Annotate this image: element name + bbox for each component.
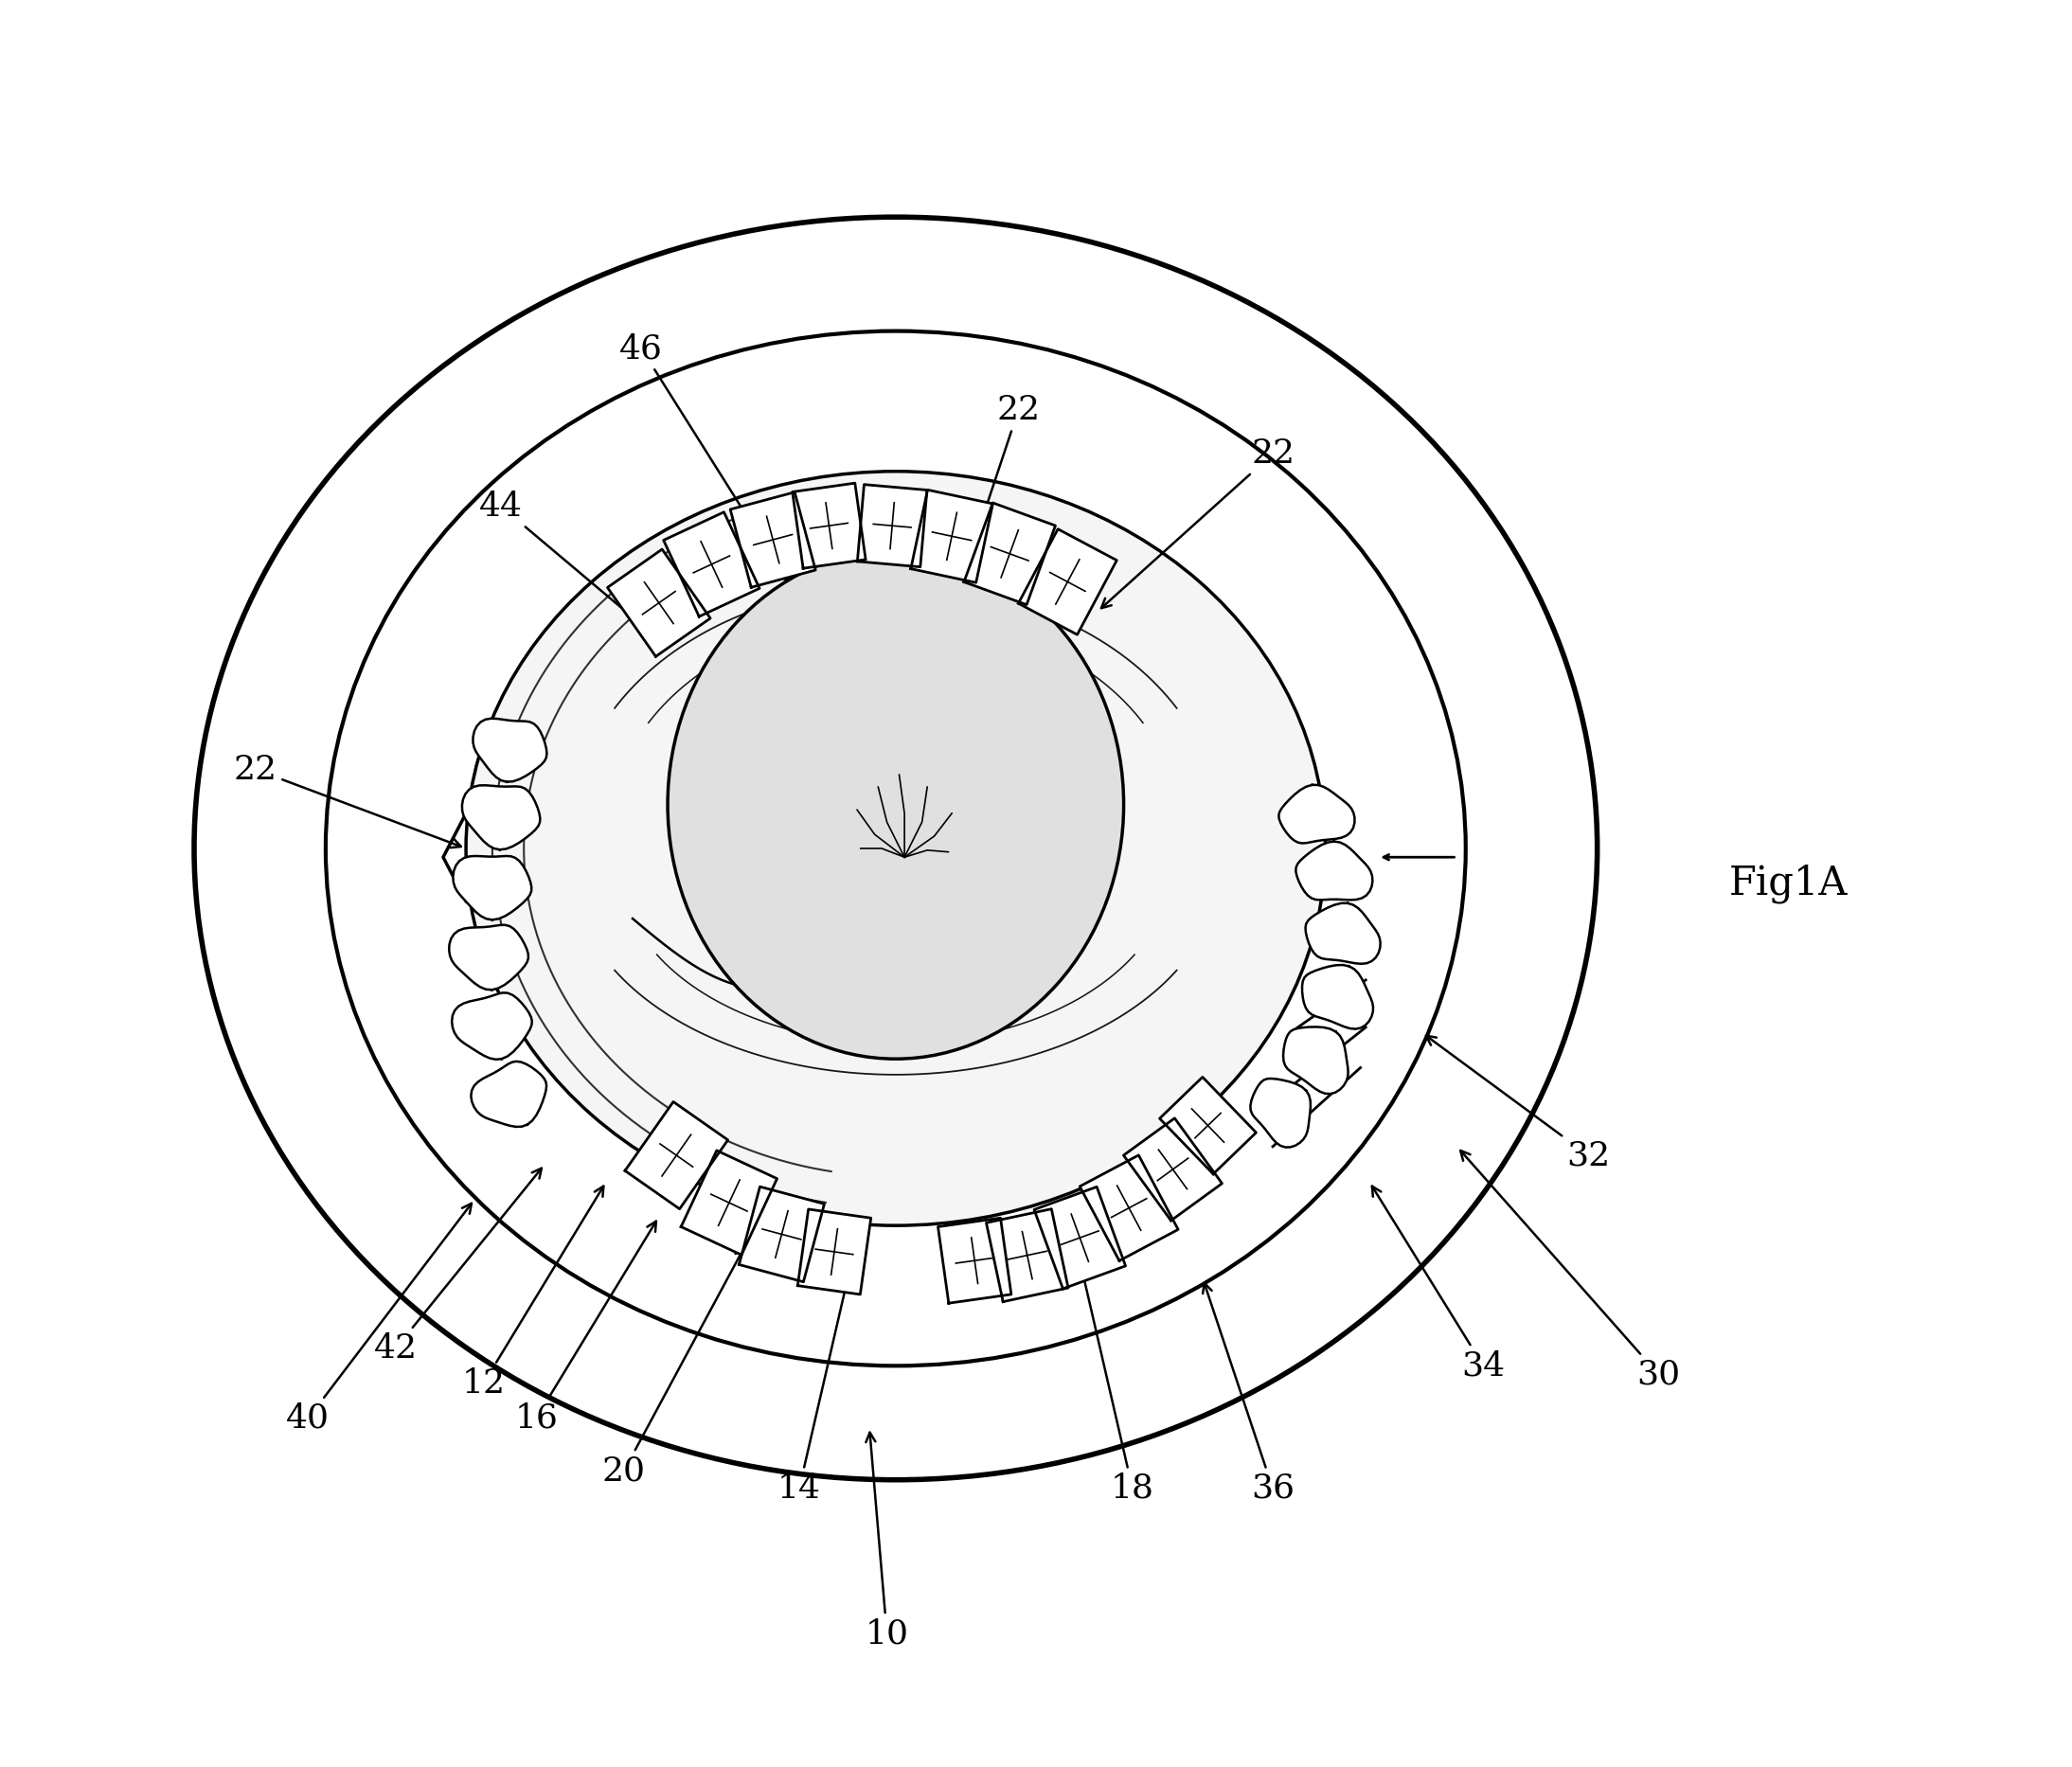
Polygon shape bbox=[682, 1150, 777, 1255]
Ellipse shape bbox=[667, 550, 1123, 1058]
Text: 40: 40 bbox=[286, 1203, 472, 1435]
Ellipse shape bbox=[466, 472, 1326, 1226]
Polygon shape bbox=[663, 512, 760, 617]
Text: 30: 30 bbox=[1461, 1150, 1680, 1391]
Polygon shape bbox=[939, 1217, 1011, 1304]
Polygon shape bbox=[472, 719, 547, 781]
Polygon shape bbox=[1278, 785, 1355, 843]
Polygon shape bbox=[963, 504, 1055, 604]
Text: Fig1A: Fig1A bbox=[1728, 864, 1848, 903]
Text: 22: 22 bbox=[957, 394, 1040, 588]
Polygon shape bbox=[1305, 903, 1380, 963]
Polygon shape bbox=[1160, 1078, 1256, 1173]
Polygon shape bbox=[740, 1187, 825, 1281]
Polygon shape bbox=[1034, 1187, 1125, 1288]
Text: 16: 16 bbox=[514, 1221, 657, 1435]
Polygon shape bbox=[986, 1209, 1069, 1302]
Polygon shape bbox=[626, 1103, 727, 1209]
Text: 18: 18 bbox=[1080, 1265, 1154, 1505]
Polygon shape bbox=[462, 785, 541, 850]
Text: 14: 14 bbox=[777, 1265, 854, 1505]
Polygon shape bbox=[729, 493, 816, 587]
Polygon shape bbox=[1080, 1156, 1179, 1262]
Polygon shape bbox=[470, 1062, 547, 1127]
Text: 44: 44 bbox=[479, 489, 663, 643]
Polygon shape bbox=[1017, 528, 1117, 634]
Polygon shape bbox=[912, 489, 992, 583]
Polygon shape bbox=[1295, 841, 1372, 899]
Polygon shape bbox=[798, 1209, 870, 1295]
Polygon shape bbox=[1249, 1078, 1312, 1147]
Polygon shape bbox=[858, 484, 926, 567]
Text: 34: 34 bbox=[1372, 1186, 1504, 1382]
Polygon shape bbox=[607, 550, 711, 657]
Polygon shape bbox=[792, 482, 866, 569]
Polygon shape bbox=[1123, 1119, 1222, 1221]
Text: 46: 46 bbox=[620, 332, 787, 581]
Text: 20: 20 bbox=[603, 1248, 744, 1488]
Text: 42: 42 bbox=[375, 1168, 541, 1364]
Polygon shape bbox=[1283, 1027, 1349, 1094]
Text: 10: 10 bbox=[866, 1433, 910, 1650]
Text: 12: 12 bbox=[462, 1186, 603, 1399]
Polygon shape bbox=[1301, 965, 1374, 1028]
Text: 22: 22 bbox=[1102, 438, 1295, 608]
Text: 36: 36 bbox=[1202, 1283, 1295, 1505]
Polygon shape bbox=[454, 855, 533, 921]
Polygon shape bbox=[450, 924, 528, 990]
Polygon shape bbox=[452, 993, 533, 1060]
Text: 22: 22 bbox=[234, 753, 462, 848]
Text: 32: 32 bbox=[1426, 1035, 1610, 1172]
